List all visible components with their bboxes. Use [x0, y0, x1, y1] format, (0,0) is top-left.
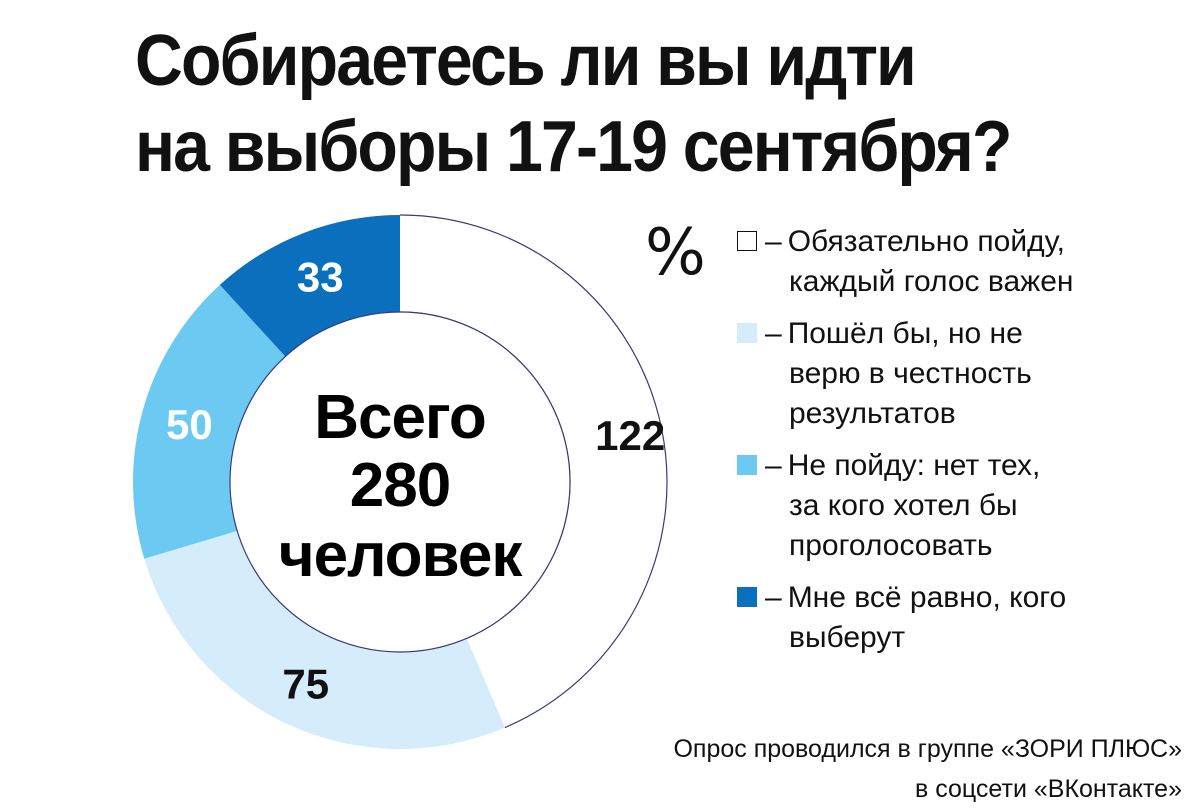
center-label-line-3: человек: [279, 521, 524, 590]
source-note: Опрос проводился в группе «ЗОРИ ПЛЮС» в …: [673, 729, 1182, 809]
chart-title-line-2: на выборы 17-19 сентября?: [135, 107, 1012, 187]
legend-line: выберут: [737, 618, 1177, 658]
legend-line: за кого хотел бы: [737, 486, 1177, 526]
legend-swatch: [737, 231, 757, 251]
legend-line: – Обязательно пойду,: [737, 222, 1177, 262]
legend-line: результатов: [737, 394, 1177, 434]
source-note-line-2: в соцсети «ВКонтакте»: [914, 775, 1182, 803]
legend-text: выберут: [789, 621, 906, 654]
legend-dash: –: [765, 449, 782, 482]
legend-text: Обязательно пойду,: [787, 225, 1065, 258]
donut-slice-will-vote: [400, 215, 668, 728]
legend-line: – Не пойду: нет тех,: [737, 446, 1177, 486]
donut-slice-indifferent: [219, 215, 400, 357]
legend-text: проголосовать: [789, 529, 993, 562]
legend-item-indifferent: – Мне всё равно, кого выберут: [737, 578, 1177, 658]
legend-line: – Мне всё равно, кого: [737, 578, 1177, 618]
slice-value-label-no-candidate: 50: [166, 401, 213, 448]
legend-item-will-vote: – Обязательно пойду, каждый голос важен: [737, 222, 1177, 302]
legend-line: каждый голос важен: [737, 262, 1177, 302]
legend-line: проголосовать: [737, 526, 1177, 566]
legend-dash: –: [765, 581, 782, 614]
legend-line: – Пошёл бы, но не: [737, 314, 1177, 354]
slice-value-label-distrust-results: 75: [282, 661, 329, 708]
legend-item-distrust-results: – Пошёл бы, но не верю в честность результа…: [737, 314, 1177, 434]
legend-swatch: [737, 587, 757, 607]
legend-text: за кого хотел бы: [789, 489, 1018, 522]
percent-unit-label: %: [645, 216, 706, 290]
source-note-line-1: Опрос проводился в группе «ЗОРИ ПЛЮС»: [673, 735, 1182, 763]
legend-line: верю в честность: [737, 354, 1177, 394]
donut-slice-distrust-results: [144, 530, 505, 749]
chart-title-line-1: Собираетесь ли вы идти: [135, 21, 917, 101]
legend-swatch: [737, 323, 757, 343]
legend-dash: –: [765, 225, 782, 258]
legend-text: каждый голос важен: [789, 265, 1074, 298]
donut-slices: [133, 214, 668, 749]
donut-slice-labels: 122 75 50 33: [166, 253, 665, 707]
legend-text: верю в честность: [789, 357, 1032, 390]
center-label-line-1: Всего: [314, 383, 486, 452]
center-label-total: 280: [350, 451, 450, 520]
chart-legend: – Обязательно пойду, каждый голос важен – По…: [737, 222, 1177, 670]
legend-swatch: [737, 455, 757, 475]
donut-center-hole: [229, 311, 571, 653]
legend-text: Пошёл бы, но не: [787, 317, 1023, 350]
legend-text: Мне всё равно, кого: [787, 581, 1067, 614]
chart-title: Собираетесь ли вы идти на выборы 17-19 с…: [135, 18, 1092, 190]
donut-slice-no-candidate: [133, 284, 286, 559]
legend-dash: –: [765, 317, 782, 350]
slice-value-label-indifferent: 33: [297, 253, 344, 300]
slice-value-label-will-vote: 122: [595, 412, 665, 459]
outer-ring-outline: [399, 214, 668, 729]
legend-text: результатов: [789, 397, 956, 430]
legend-item-no-candidate: – Не пойду: нет тех, за кого хотел бы прого…: [737, 446, 1177, 566]
legend-text: Не пойду: нет тех,: [787, 449, 1041, 482]
